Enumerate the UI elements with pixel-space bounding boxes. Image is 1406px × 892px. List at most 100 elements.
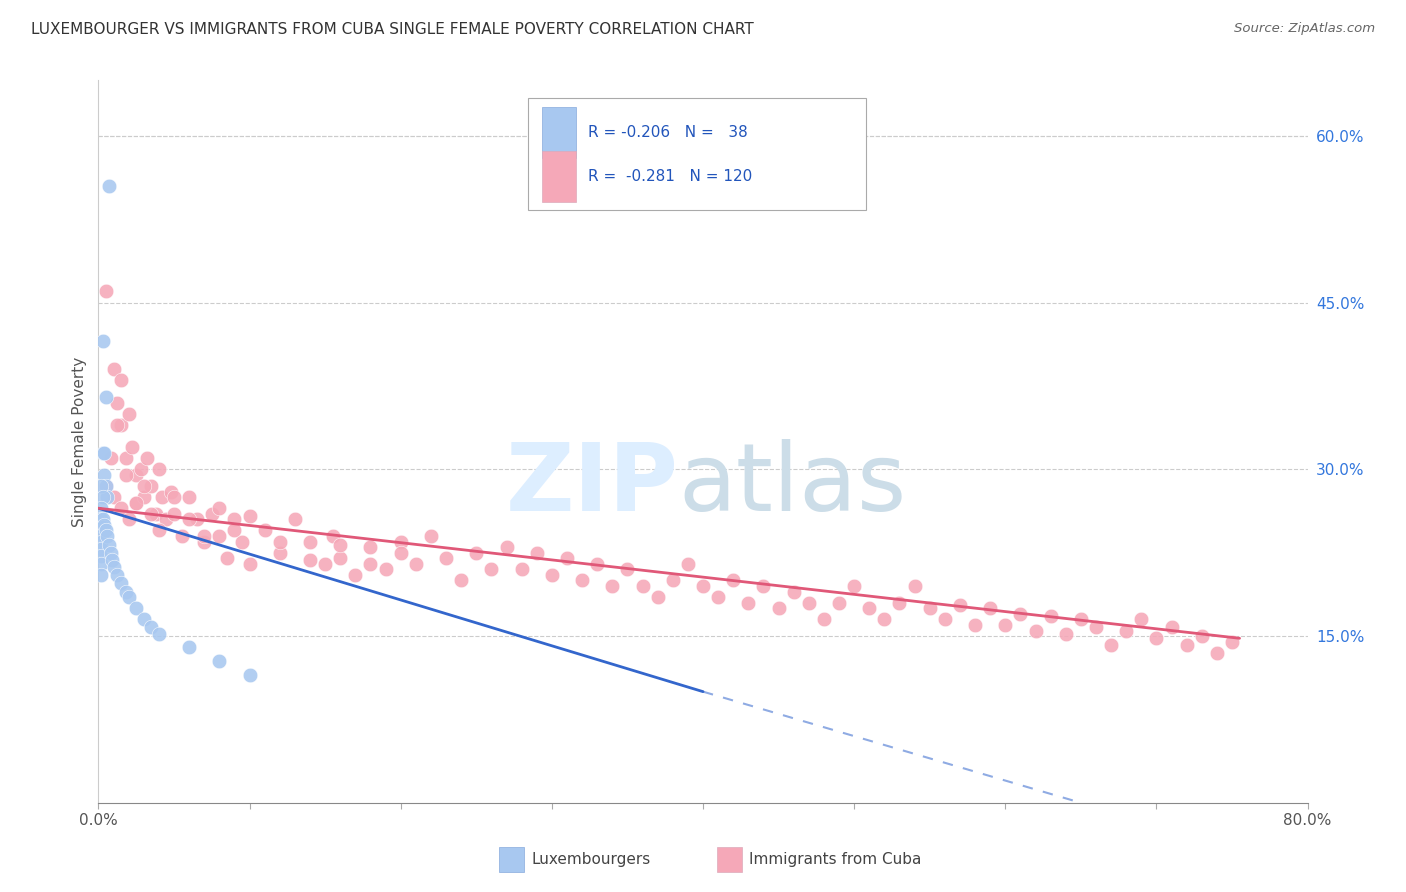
Point: [91, 490, 114, 504]
Point: [1220, 634, 1243, 648]
Point: [389, 534, 412, 549]
Point: [98, 538, 121, 552]
Point: [481, 562, 503, 576]
Point: [125, 467, 148, 482]
Point: [90, 542, 112, 557]
Point: [179, 512, 201, 526]
Point: [94, 479, 117, 493]
Point: [602, 579, 624, 593]
Point: [118, 590, 141, 604]
Point: [94, 479, 117, 493]
Point: [91, 520, 114, 534]
Point: [284, 512, 307, 526]
Text: LUXEMBOURGER VS IMMIGRANTS FROM CUBA SINGLE FEMALE POVERTY CORRELATION CHART: LUXEMBOURGER VS IMMIGRANTS FROM CUBA SIN…: [31, 22, 754, 37]
Point: [110, 417, 132, 432]
Point: [141, 620, 163, 634]
Point: [1054, 627, 1077, 641]
Text: atlas: atlas: [679, 439, 907, 531]
Point: [465, 546, 488, 560]
Point: [103, 362, 125, 376]
Point: [224, 524, 246, 538]
Point: [91, 334, 114, 349]
Point: [90, 534, 112, 549]
Point: [768, 601, 790, 615]
Point: [571, 574, 593, 588]
Point: [434, 551, 457, 566]
Point: [93, 445, 115, 459]
Point: [299, 553, 322, 567]
Point: [208, 501, 231, 516]
Point: [90, 557, 112, 571]
Point: [90, 512, 112, 526]
Point: [114, 584, 136, 599]
Point: [1191, 629, 1213, 643]
Point: [118, 407, 141, 421]
Point: [949, 598, 972, 612]
Point: [132, 479, 155, 493]
Point: [889, 596, 911, 610]
Point: [125, 601, 148, 615]
Point: [186, 512, 208, 526]
FancyBboxPatch shape: [543, 151, 576, 202]
Point: [904, 579, 927, 593]
Point: [90, 549, 112, 563]
Point: [90, 526, 112, 541]
Point: [91, 512, 114, 526]
Point: [374, 562, 396, 576]
Point: [125, 496, 148, 510]
Point: [555, 551, 578, 566]
Point: [145, 507, 167, 521]
Point: [94, 524, 117, 538]
Point: [239, 557, 262, 571]
Point: [239, 668, 262, 682]
Point: [420, 529, 443, 543]
Point: [93, 467, 115, 482]
Point: [129, 462, 152, 476]
Point: [314, 557, 336, 571]
Point: [163, 490, 186, 504]
Point: [96, 529, 118, 543]
Text: R =  -0.281   N = 120: R = -0.281 N = 120: [588, 169, 752, 184]
Point: [90, 501, 112, 516]
Point: [1070, 612, 1092, 626]
Point: [510, 562, 533, 576]
Point: [329, 551, 352, 566]
Point: [135, 451, 157, 466]
Point: [90, 568, 112, 582]
Point: [858, 601, 880, 615]
Text: Immigrants from Cuba: Immigrants from Cuba: [749, 853, 922, 867]
Point: [1160, 620, 1182, 634]
Point: [1085, 620, 1108, 634]
Point: [269, 534, 291, 549]
Point: [405, 557, 427, 571]
Point: [148, 627, 170, 641]
Point: [979, 601, 1001, 615]
Point: [118, 512, 141, 526]
Point: [1206, 646, 1229, 660]
Point: [163, 507, 186, 521]
Point: [100, 451, 122, 466]
Point: [193, 534, 215, 549]
Point: [450, 574, 472, 588]
Point: [155, 512, 177, 526]
Point: [1175, 638, 1198, 652]
Point: [360, 540, 382, 554]
Point: [616, 562, 638, 576]
Point: [239, 508, 262, 523]
Point: [193, 529, 215, 543]
Point: [783, 584, 806, 599]
Point: [1130, 612, 1153, 626]
Point: [208, 653, 231, 667]
Point: [965, 618, 987, 632]
Point: [201, 507, 224, 521]
Point: [934, 612, 956, 626]
Point: [110, 373, 132, 387]
Point: [125, 496, 148, 510]
Point: [114, 467, 136, 482]
Point: [797, 596, 820, 610]
Point: [692, 579, 714, 593]
Point: [208, 529, 231, 543]
Point: [1099, 638, 1122, 652]
Point: [93, 517, 115, 532]
Point: [389, 546, 412, 560]
